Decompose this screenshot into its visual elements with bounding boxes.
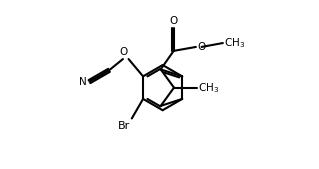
Text: CH$_3$: CH$_3$ — [198, 81, 219, 94]
Text: O: O — [119, 47, 127, 57]
Text: O: O — [197, 42, 205, 52]
Text: Br: Br — [118, 121, 130, 131]
Text: N: N — [78, 77, 86, 87]
Text: O: O — [169, 16, 178, 26]
Text: CH$_3$: CH$_3$ — [225, 36, 246, 50]
